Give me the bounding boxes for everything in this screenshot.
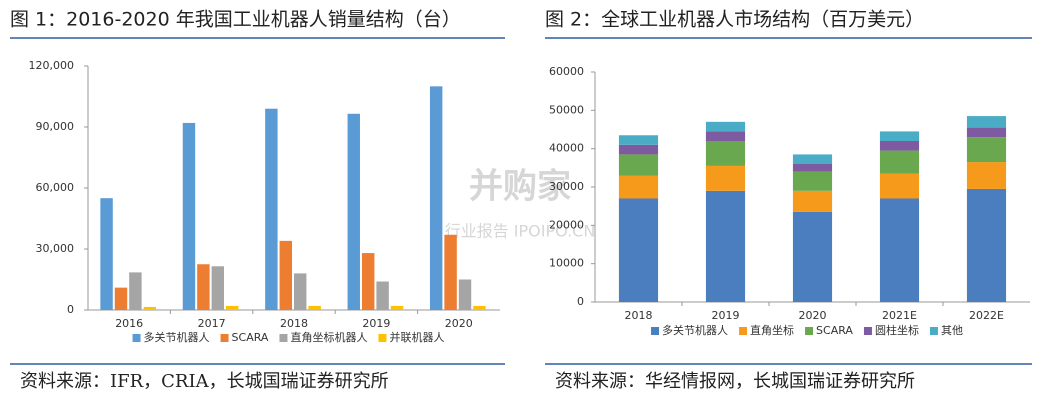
bar bbox=[197, 264, 210, 310]
legend-label: 圆柱坐标 bbox=[875, 323, 919, 337]
source: 资料来源：IFR，CRIA，长城国瑞证券研究所 bbox=[20, 371, 389, 392]
legend-label: 直角坐标 bbox=[750, 323, 794, 337]
bar bbox=[226, 305, 239, 310]
bar bbox=[705, 121, 746, 132]
bar bbox=[966, 116, 1007, 128]
x-tick-label: 2018 bbox=[280, 317, 308, 330]
legend-label: 直角坐标机器人 bbox=[290, 330, 367, 344]
bar bbox=[458, 279, 472, 310]
bar bbox=[182, 122, 196, 310]
bar bbox=[705, 190, 746, 302]
bar bbox=[376, 281, 389, 310]
x-tick-label: 2019 bbox=[712, 309, 740, 322]
legend-swatch bbox=[739, 327, 748, 335]
bar bbox=[143, 306, 157, 310]
bar bbox=[618, 144, 659, 155]
legend-swatch bbox=[651, 327, 660, 335]
y-tick-label: 20000 bbox=[549, 218, 584, 231]
x-tick-label: 2020 bbox=[445, 317, 473, 330]
bar bbox=[792, 171, 833, 191]
y-tick-label: 30000 bbox=[549, 180, 584, 193]
x-tick-label: 2022E bbox=[969, 309, 1004, 322]
x-tick-label: 2016 bbox=[115, 317, 143, 330]
bar bbox=[966, 162, 1007, 189]
legend-label: 并联机器人 bbox=[389, 330, 444, 344]
bar bbox=[429, 86, 443, 310]
bar bbox=[361, 253, 375, 310]
bar bbox=[705, 131, 746, 141]
legend-swatch bbox=[132, 334, 141, 342]
bar bbox=[279, 240, 292, 310]
bar bbox=[879, 150, 920, 174]
y-tick-label: 120,000 bbox=[29, 59, 75, 72]
y-tick-label: 90,000 bbox=[36, 120, 75, 133]
bar bbox=[114, 287, 128, 310]
legend-swatch bbox=[863, 327, 872, 335]
legend-label: SCARA bbox=[232, 331, 269, 344]
bar bbox=[211, 266, 225, 310]
bar bbox=[100, 198, 113, 310]
bar bbox=[879, 131, 920, 141]
legend-label: 多关节机器人 bbox=[662, 323, 728, 337]
bar bbox=[792, 154, 833, 164]
bar bbox=[966, 188, 1007, 302]
bar bbox=[294, 273, 307, 310]
y-tick-label: 60000 bbox=[549, 65, 584, 78]
x-tick-label: 2019 bbox=[362, 317, 390, 330]
legend-swatch bbox=[805, 327, 814, 335]
bar bbox=[966, 127, 1007, 138]
watermark-logo: 并购家 bbox=[469, 167, 571, 207]
bar bbox=[879, 173, 920, 199]
y-tick-label: 60,000 bbox=[36, 181, 75, 194]
y-tick-label: 30,000 bbox=[36, 242, 75, 255]
bar bbox=[308, 305, 321, 310]
chart-title: 图 1：2016-2020 年我国工业机器人销量结构（台） bbox=[10, 9, 461, 31]
bar bbox=[879, 141, 920, 151]
legend-swatch bbox=[220, 334, 229, 342]
source: 资料来源：华经情报网，长城国瑞证券研究所 bbox=[555, 371, 915, 392]
legend-swatch bbox=[279, 334, 288, 342]
y-tick-label: 0 bbox=[67, 303, 74, 316]
bar bbox=[347, 113, 360, 311]
y-tick-label: 10000 bbox=[549, 257, 584, 270]
bar bbox=[792, 211, 833, 302]
legend-swatch bbox=[378, 334, 387, 342]
bar bbox=[792, 164, 833, 172]
bar bbox=[705, 141, 746, 166]
bar bbox=[618, 154, 659, 176]
bar bbox=[265, 108, 278, 310]
bar bbox=[444, 234, 457, 310]
y-tick-label: 0 bbox=[577, 295, 584, 308]
y-tick-label: 40000 bbox=[549, 142, 584, 155]
bar bbox=[705, 165, 746, 191]
bar bbox=[792, 190, 833, 212]
x-tick-label: 2017 bbox=[198, 317, 226, 330]
bar bbox=[390, 305, 404, 310]
bar bbox=[129, 272, 142, 310]
x-tick-label: 2020 bbox=[799, 309, 827, 322]
legend-swatch bbox=[929, 327, 938, 335]
watermark-text: 行业报告 IPOIPO.CN bbox=[445, 222, 596, 241]
legend-label: 多关节机器人 bbox=[144, 330, 210, 344]
bar bbox=[473, 305, 486, 310]
bar bbox=[966, 137, 1007, 163]
bar bbox=[618, 198, 659, 302]
bar bbox=[618, 135, 659, 145]
chart-title: 图 2：全球工业机器人市场结构（百万美元） bbox=[545, 9, 924, 31]
charts: 图 1：2016-2020 年我国工业机器人销量结构（台） 资料来源：IFR，CR… bbox=[10, 9, 1032, 392]
x-tick-label: 2018 bbox=[625, 309, 653, 322]
y-tick-label: 50000 bbox=[549, 103, 584, 116]
legend-label: 其他 bbox=[941, 324, 963, 337]
bar bbox=[879, 198, 920, 302]
bar bbox=[618, 175, 659, 199]
x-tick-label: 2021E bbox=[882, 309, 917, 322]
legend-label: SCARA bbox=[816, 324, 853, 337]
